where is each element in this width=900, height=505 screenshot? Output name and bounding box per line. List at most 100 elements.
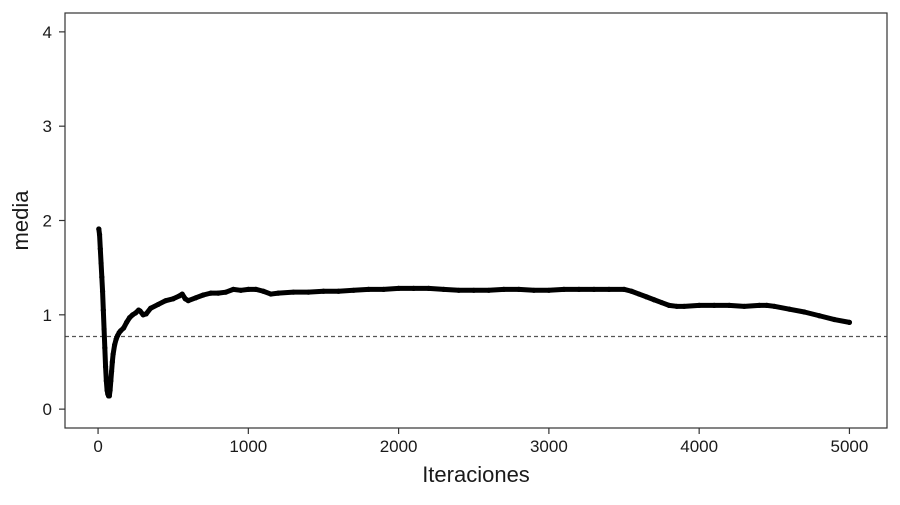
data-point [179, 291, 185, 297]
data-point [238, 287, 244, 293]
data-point [100, 307, 106, 313]
data-point [260, 288, 266, 294]
data-point [102, 364, 109, 370]
data-point [163, 298, 169, 304]
data-point [561, 286, 567, 292]
x-tick-label: 5000 [831, 437, 869, 456]
data-point [606, 286, 612, 292]
data-point [831, 316, 838, 323]
data-point [816, 313, 822, 319]
data-point [106, 393, 112, 399]
data-point [576, 286, 582, 292]
x-tick-label: 4000 [680, 437, 718, 456]
data-point [98, 260, 104, 266]
data-point [108, 368, 115, 375]
data-point [621, 286, 627, 292]
data-point [97, 246, 103, 252]
data-point [501, 286, 507, 292]
data-point [628, 288, 635, 294]
data-point [109, 359, 115, 365]
data-point [516, 286, 522, 292]
data-point [155, 301, 161, 308]
data-point [96, 226, 102, 232]
data-point [96, 232, 103, 238]
y-tick-label: 4 [43, 23, 52, 42]
data-point [107, 387, 113, 393]
data-point [636, 291, 642, 297]
data-point [170, 296, 176, 302]
data-point [846, 319, 853, 325]
data-point [102, 345, 108, 351]
data-point [471, 287, 477, 293]
data-point [726, 302, 732, 308]
data-point [143, 311, 149, 317]
data-point [103, 378, 109, 384]
x-tick-label: 2000 [380, 437, 418, 456]
data-point [350, 287, 357, 293]
data-point [486, 287, 492, 293]
axes-layer: 0 1000 2000 3000 4000 5000 0 1 2 3 4 [43, 12, 888, 456]
data-point [756, 302, 762, 308]
series-trace [96, 226, 852, 399]
data-point [651, 297, 657, 303]
data-point [245, 286, 251, 292]
data-point [101, 326, 107, 332]
data-point [121, 325, 127, 331]
data-point [741, 303, 747, 309]
series-layer [96, 226, 853, 399]
data-point [546, 287, 552, 293]
data-point [193, 295, 199, 301]
data-point [380, 286, 387, 292]
data-point [456, 287, 462, 293]
data-point [441, 286, 447, 292]
data-point [124, 319, 130, 325]
y-tick-label: 0 [43, 400, 52, 419]
data-point [801, 309, 807, 315]
data-point [268, 291, 274, 297]
x-tick-label: 3000 [530, 437, 568, 456]
data-point [208, 290, 214, 296]
data-point [658, 299, 665, 306]
data-point [200, 292, 206, 298]
data-point [681, 303, 687, 309]
data-point [396, 285, 402, 292]
y-tick-label: 3 [43, 117, 52, 136]
data-point [185, 298, 191, 304]
data-point [215, 290, 221, 296]
data-point [305, 289, 312, 295]
y-tick-label: 1 [43, 306, 52, 325]
data-point [99, 288, 106, 294]
data-point [110, 351, 116, 358]
data-point [426, 285, 432, 292]
data-point [365, 286, 372, 292]
x-tick-label: 1000 [229, 437, 267, 456]
data-point [253, 286, 259, 292]
plot-frame [64, 12, 888, 429]
data-point [591, 286, 597, 292]
data-point [290, 289, 297, 295]
data-point [320, 288, 327, 294]
data-point [223, 289, 229, 295]
data-point [643, 294, 650, 300]
data-point [696, 302, 702, 308]
data-point [411, 285, 417, 292]
y-axis-title: media [8, 190, 33, 251]
data-point [111, 342, 118, 348]
data-point [666, 302, 672, 308]
data-point [674, 303, 680, 309]
data-point [275, 290, 281, 296]
data-point [771, 303, 777, 309]
data-point [148, 305, 154, 311]
y-tick-label: 2 [43, 212, 52, 231]
x-tick-label: 0 [93, 437, 102, 456]
data-point [99, 274, 105, 280]
data-point [764, 302, 770, 308]
data-point [108, 378, 114, 384]
x-axis-title: Iteraciones [422, 462, 530, 487]
data-point [531, 287, 537, 293]
data-point [786, 306, 792, 312]
data-point [335, 288, 342, 294]
data-point [711, 302, 717, 308]
data-point [137, 308, 143, 314]
